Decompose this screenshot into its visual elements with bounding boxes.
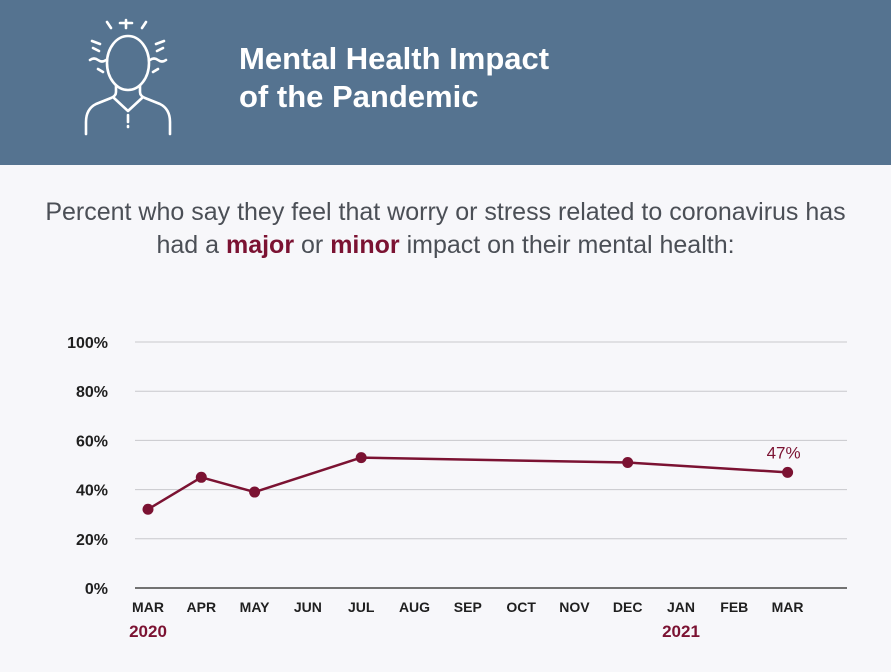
question-text-1: Percent who say they feel that worry or … <box>45 198 846 259</box>
data-point <box>142 503 154 515</box>
year-label: 2020 <box>129 622 167 641</box>
y-tick-label: 20% <box>76 532 108 549</box>
x-tick-label: JAN <box>667 599 695 615</box>
title-line-2: of the Pandemic <box>239 79 479 114</box>
x-tick-label: AUG <box>399 599 430 615</box>
question-text-3: impact on their mental health: <box>399 231 735 259</box>
x-tick-label: MAY <box>240 599 270 615</box>
x-tick-label: NOV <box>559 599 590 615</box>
y-tick-label: 40% <box>76 483 108 500</box>
x-tick-label: SEP <box>454 599 482 615</box>
x-tick-label: DEC <box>613 599 643 615</box>
data-label: 47% <box>767 443 801 462</box>
title-line-1: Mental Health Impact <box>239 41 550 76</box>
chart-question: Percent who say they feel that worry or … <box>40 196 851 262</box>
y-tick-label: 100% <box>67 335 108 352</box>
x-tick-label: MAR <box>132 599 164 615</box>
y-tick-label: 60% <box>76 433 108 450</box>
x-tick-label: FEB <box>720 599 748 615</box>
stressed-person-icon <box>84 18 172 136</box>
header-banner: Mental Health Impact of the Pandemic <box>0 0 891 165</box>
page-title: Mental Health Impact of the Pandemic <box>239 40 549 116</box>
series-line <box>147 456 788 511</box>
x-tick-label: JUN <box>294 599 322 615</box>
highlight-minor: minor <box>330 231 400 259</box>
data-point <box>195 471 207 483</box>
y-tick-label: 80% <box>76 384 108 401</box>
y-tick-label: 0% <box>85 581 108 598</box>
x-tick-label: OCT <box>506 599 536 615</box>
question-text-2: or <box>294 231 331 259</box>
x-tick-label: JUL <box>348 599 375 615</box>
x-tick-label: APR <box>187 599 217 615</box>
data-point <box>622 457 634 469</box>
data-point <box>249 486 261 498</box>
year-label: 2021 <box>662 622 700 641</box>
data-point <box>782 466 794 478</box>
x-tick-label: MAR <box>772 599 804 615</box>
highlight-major: major <box>225 231 295 259</box>
data-point <box>355 452 367 464</box>
